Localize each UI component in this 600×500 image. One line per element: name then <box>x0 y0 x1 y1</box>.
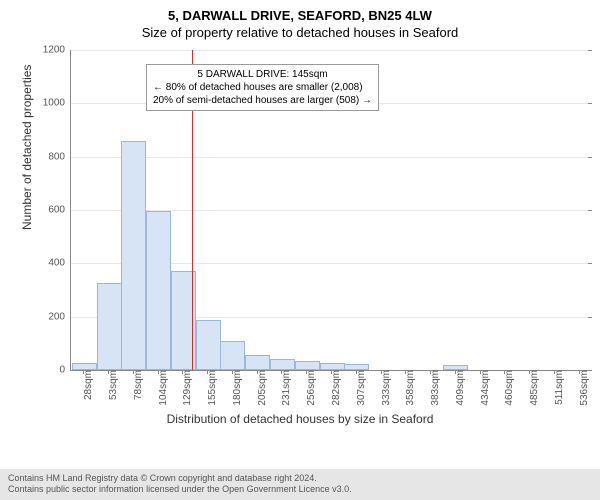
xtick-label: 155sqm <box>203 370 218 406</box>
ytick-mark <box>588 103 592 104</box>
ytick-label: 1000 <box>43 98 71 109</box>
xtick-label: 511sqm <box>550 370 565 405</box>
histogram-bar <box>146 211 171 370</box>
callout-line-2: ← 80% of detached houses are smaller (2,… <box>153 81 372 94</box>
histogram-bar <box>295 361 320 370</box>
xtick-label: 28sqm <box>79 370 94 400</box>
chart-title-main: 5, DARWALL DRIVE, SEAFORD, BN25 4LW <box>0 0 600 23</box>
xtick-label: 256sqm <box>302 370 317 406</box>
xtick-label: 231sqm <box>277 370 292 406</box>
ytick-label: 800 <box>48 151 71 162</box>
ytick-mark <box>588 317 592 318</box>
histogram-bar <box>320 363 345 370</box>
xtick-label: 180sqm <box>228 370 243 406</box>
plot-area: 02004006008001000120028sqm53sqm78sqm104s… <box>70 50 591 371</box>
xtick-label: 460sqm <box>500 370 515 406</box>
ytick-mark <box>588 50 592 51</box>
ytick-label: 600 <box>48 205 71 216</box>
xtick-label: 282sqm <box>327 370 342 406</box>
plot-wrap: Number of detached properties 0200400600… <box>40 50 600 410</box>
ytick-label: 400 <box>48 258 71 269</box>
footer-line-1: Contains HM Land Registry data © Crown c… <box>8 473 592 485</box>
xtick-label: 104sqm <box>154 370 169 406</box>
histogram-bar <box>196 320 221 370</box>
histogram-bar <box>72 363 97 370</box>
ytick-label: 0 <box>59 365 71 376</box>
xtick-label: 536sqm <box>575 370 590 406</box>
histogram-bar <box>121 141 146 370</box>
ytick-label: 200 <box>48 311 71 322</box>
histogram-bar <box>270 359 295 370</box>
xtick-label: 129sqm <box>178 370 193 406</box>
xtick-label: 53sqm <box>104 370 119 400</box>
xtick-label: 205sqm <box>253 370 268 406</box>
xtick-label: 333sqm <box>377 370 392 406</box>
chart-title-sub: Size of property relative to detached ho… <box>0 23 600 40</box>
callout-line-1: 5 DARWALL DRIVE: 145sqm <box>153 68 372 81</box>
xtick-label: 383sqm <box>426 370 441 406</box>
y-axis-label: Number of detached properties <box>20 65 34 230</box>
footer-attribution: Contains HM Land Registry data © Crown c… <box>0 469 600 500</box>
xtick-label: 358sqm <box>401 370 416 406</box>
histogram-bar <box>97 283 122 370</box>
ytick-label: 1200 <box>43 45 71 56</box>
xtick-label: 78sqm <box>129 370 144 400</box>
ytick-mark <box>588 157 592 158</box>
gridline-h <box>71 50 591 51</box>
xtick-label: 307sqm <box>352 370 367 406</box>
x-axis-label: Distribution of detached houses by size … <box>0 412 600 426</box>
gridline-h <box>71 157 591 158</box>
ytick-mark <box>588 263 592 264</box>
xtick-label: 409sqm <box>451 370 466 406</box>
histogram-bar <box>220 341 245 370</box>
callout-box: 5 DARWALL DRIVE: 145sqm← 80% of detached… <box>146 64 379 111</box>
xtick-label: 485sqm <box>525 370 540 406</box>
ytick-mark <box>588 210 592 211</box>
xtick-label: 434sqm <box>476 370 491 406</box>
histogram-bar <box>245 355 270 370</box>
callout-line-3: 20% of semi-detached houses are larger (… <box>153 94 372 107</box>
footer-line-2: Contains public sector information licen… <box>8 484 592 496</box>
